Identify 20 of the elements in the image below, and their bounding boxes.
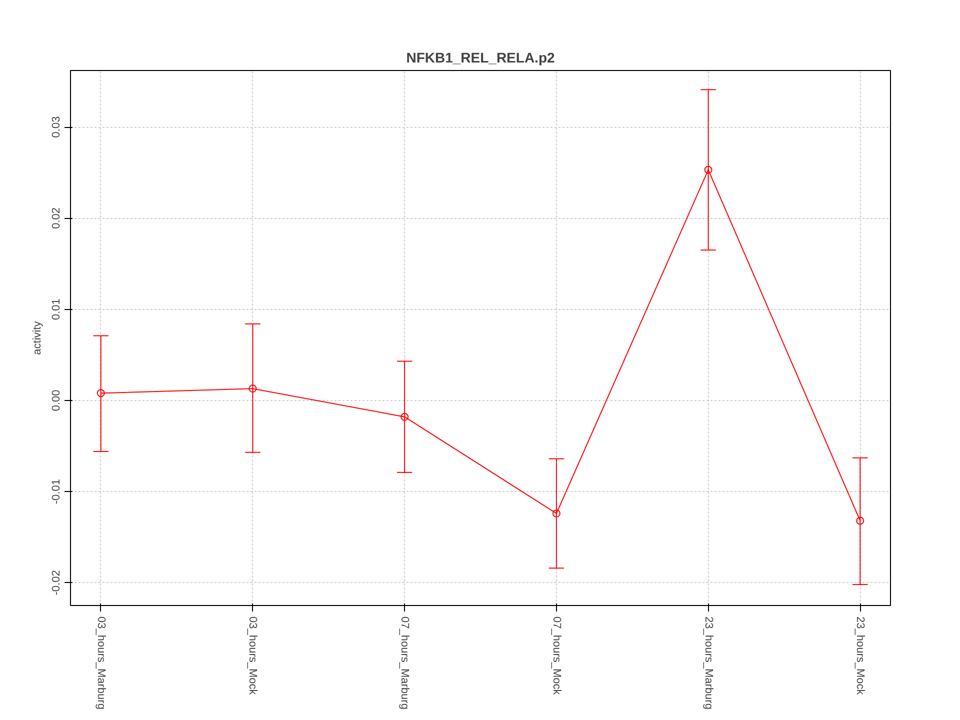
point [96, 389, 105, 398]
point [856, 516, 864, 525]
x-tick-label: 23_hours_Marburg [702, 616, 714, 710]
x-tick-label: 03_hours_Marburg [94, 616, 107, 710]
y-tick-label: -0.02 [50, 570, 62, 596]
y-axis-title: activity [32, 320, 44, 355]
x-tick-label: 07_hours_Marburg [398, 616, 411, 710]
point [704, 166, 712, 174]
x-tick-label: 03_hours_Mock [246, 616, 259, 696]
point [552, 509, 560, 518]
y-tick-label: 0.02 [50, 207, 62, 229]
x-tick-label: 07_hours_Mock [550, 616, 562, 696]
y-tick-label: -0.01 [50, 479, 62, 504]
y-tick-label: 0.00 [50, 390, 62, 412]
x-tick-label: 23_hours_Mock [854, 616, 866, 696]
point [400, 412, 409, 421]
chart-title: NFKB1_REL_RELA.p2 [406, 50, 556, 66]
point [248, 384, 257, 393]
y-tick-label: 0.03 [50, 116, 62, 138]
y-tick-label: 0.01 [50, 298, 62, 320]
